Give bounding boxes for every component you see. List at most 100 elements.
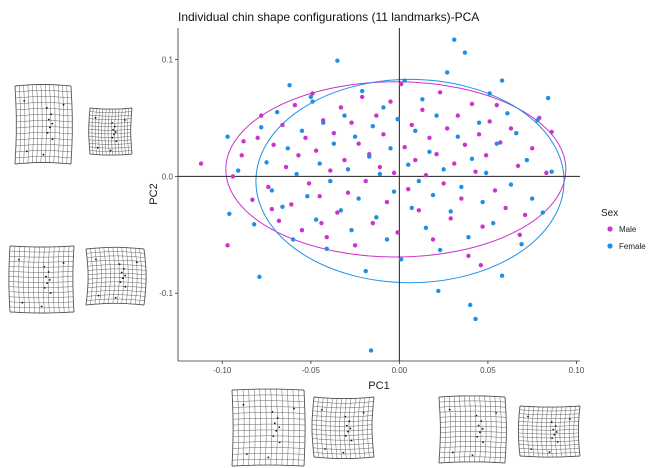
point-female <box>480 199 485 205</box>
grid-line <box>88 125 131 128</box>
point-male <box>522 212 528 218</box>
grid-line <box>98 108 100 155</box>
grid-line <box>87 281 147 284</box>
point-male <box>239 153 244 158</box>
grid-line <box>518 421 579 423</box>
grid-line <box>438 461 506 464</box>
point-female <box>519 241 524 247</box>
grid-line <box>545 407 548 458</box>
point-male <box>473 169 478 174</box>
point-female <box>335 58 340 63</box>
landmark-dot <box>476 435 479 438</box>
grid-line <box>313 396 375 400</box>
grid-line <box>519 409 580 412</box>
grid-line <box>371 396 375 458</box>
grid-line <box>494 396 497 463</box>
grid-line <box>232 418 306 420</box>
landmark-dot <box>97 294 100 297</box>
plot-background <box>178 28 580 361</box>
point-male <box>529 146 535 151</box>
point-male <box>319 220 324 226</box>
point-male <box>498 140 503 145</box>
grid-line <box>91 108 94 155</box>
grid-line <box>103 247 107 304</box>
grid-line <box>86 298 145 301</box>
grid-line <box>112 247 116 304</box>
point-female <box>524 157 530 163</box>
point-female <box>251 222 257 227</box>
landmark-dot <box>113 133 115 136</box>
grid-line <box>464 395 467 462</box>
point-female <box>269 188 275 193</box>
point-female <box>402 78 407 83</box>
landmark-dot <box>43 286 46 289</box>
point-female <box>338 208 344 213</box>
grid-line <box>281 389 284 466</box>
grid-line <box>311 429 373 432</box>
grid-line <box>232 400 305 402</box>
point-female <box>345 167 351 172</box>
landmark-dot <box>242 403 245 406</box>
landmark-dot <box>40 305 43 308</box>
point-male <box>480 224 485 229</box>
landmark-dot <box>96 146 99 149</box>
grid-line <box>573 406 576 457</box>
grid-line <box>8 271 73 273</box>
landmark-dot <box>18 258 20 261</box>
point-female <box>324 246 329 252</box>
point-male <box>544 170 549 176</box>
grid-line <box>66 85 69 164</box>
legend: Sex Male Female <box>601 208 646 251</box>
grid-line <box>518 440 579 442</box>
point-female <box>406 162 411 167</box>
landmark-dot <box>42 153 45 156</box>
grid-line <box>440 415 507 418</box>
point-female <box>508 182 514 187</box>
landmark-dot <box>278 426 281 429</box>
grid-line <box>499 396 502 463</box>
point-female <box>540 210 546 215</box>
grid-line <box>16 126 73 129</box>
grid-line <box>38 246 40 314</box>
point-male <box>289 202 294 207</box>
grid-line <box>72 245 75 313</box>
point-female <box>514 130 519 136</box>
point-male <box>381 132 386 137</box>
point-male <box>427 135 432 141</box>
landmark-dot <box>120 271 123 274</box>
grid-line <box>339 398 342 459</box>
deformation-grid-bottom-3 <box>438 395 507 464</box>
grid-line <box>16 132 73 135</box>
grid-line <box>438 396 441 464</box>
grid-line <box>23 246 26 313</box>
x-tick-label: 0.05 <box>480 366 496 375</box>
landmark-dot <box>324 448 327 450</box>
point-female <box>487 91 492 96</box>
landmark-dot <box>482 441 484 444</box>
point-female <box>290 237 296 242</box>
landmark-dot <box>293 407 295 410</box>
grid-line <box>298 389 300 466</box>
point-male <box>476 132 482 137</box>
grid-line <box>232 406 305 408</box>
point-male <box>230 174 236 179</box>
point-female <box>466 234 471 240</box>
grid-line <box>88 132 131 135</box>
x-tick-label: -0.05 <box>302 366 321 375</box>
point-female <box>494 141 499 146</box>
grid-line <box>57 246 60 313</box>
point-male <box>306 181 312 186</box>
grid-line <box>312 415 373 418</box>
landmark-dot <box>95 258 97 261</box>
grid-line <box>564 406 567 457</box>
point-female <box>342 113 347 118</box>
landmark-dot <box>362 411 365 414</box>
grid-line <box>8 276 73 278</box>
grid-line <box>313 447 374 450</box>
grid-line <box>33 246 35 313</box>
grid-line <box>9 296 74 299</box>
point-male <box>374 113 379 118</box>
point-male <box>478 262 484 268</box>
grid-line <box>9 291 74 293</box>
landmark-dot <box>21 301 24 304</box>
